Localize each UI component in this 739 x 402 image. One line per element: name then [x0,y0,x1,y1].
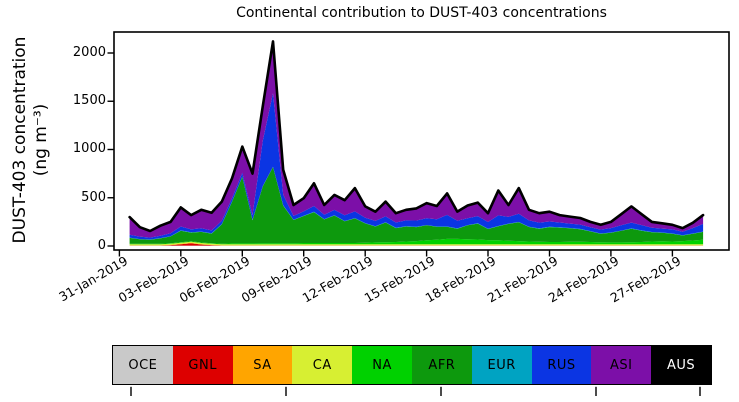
legend-label: AFR [428,357,456,373]
legend-label: SA [253,357,272,373]
legend-label: OCE [128,357,158,373]
legend-item-sa: SA [232,346,293,384]
y-tick-label-500: 500 [81,190,106,205]
chart-title: Continental contribution to DUST-403 con… [236,5,607,21]
legend-item-asi: ASI [591,346,652,384]
legend-label: GNL [188,357,217,373]
y-tick-label-0: 0 [97,238,106,253]
legend-item-eur: EUR [471,346,532,384]
legend-item-na: NA [352,346,412,384]
legend-label: CA [312,357,332,373]
legend-label: ASI [610,357,633,373]
legend-label: AUS [666,357,696,373]
legend-item-ca: CA [292,346,353,384]
legend-item-rus: RUS [531,346,592,384]
legend-item-oce: OCE [113,346,173,384]
legend-label: EUR [487,357,516,373]
y-tick-label-1500: 1500 [72,93,106,108]
y-axis-label-line1: DUST-403 concentration [10,36,30,244]
legend-label: RUS [547,357,576,373]
y-tick-label-1000: 1000 [72,141,106,156]
y-tick-label-2000: 2000 [72,45,106,60]
legend-item-afr: AFR [411,346,472,384]
legend-item-gnl: GNL [172,346,233,384]
legend-label: NA [372,357,392,373]
legend-item-aus: AUS [651,346,711,384]
legend: OCE GNL SA CA NA AFR EUR RUS ASI AUS [112,345,712,385]
